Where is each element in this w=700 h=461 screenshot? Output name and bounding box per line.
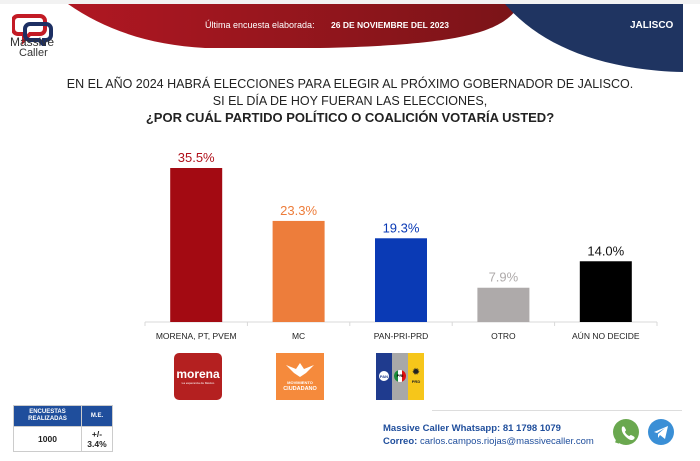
footer-divider (432, 410, 682, 411)
category-label-4: AÚN NO DECIDE (572, 331, 640, 341)
mc-logo-line2: CIUDADANO (283, 386, 317, 392)
table-cell-margin: +/- 3.4% (80, 426, 114, 452)
telegram-icon[interactable] (648, 419, 674, 445)
mc-logo: MOVIMIENTO CIUDADANO (276, 353, 324, 400)
morena-logo-text: morena (176, 367, 220, 381)
data-label-1: 23.3% (280, 203, 317, 218)
brand-name-line1: Massive (10, 35, 55, 49)
mc-logo-line1: MOVIMIENTO (287, 380, 313, 385)
data-label-0: 35.5% (178, 150, 215, 165)
top-border (0, 0, 700, 4)
table-header-surveys: ENCUESTAS REALIZADAS (13, 405, 82, 427)
question-line-2: SI EL DÍA DE HOY FUERAN LAS ELECCIONES, (212, 94, 488, 108)
email-address[interactable]: carlos.campos.riojas@massivecaller.com (419, 436, 594, 447)
pan-emblem: PAN (378, 370, 390, 382)
data-label-4: 14.0% (587, 243, 624, 258)
survey-date-label: Última encuesta elaborada: (205, 20, 315, 30)
category-label-1: MC (292, 331, 305, 341)
morena-logo-tagline: La esperanza de México (181, 381, 215, 385)
bar-4 (579, 261, 632, 322)
category-label-3: OTRO (491, 331, 516, 341)
data-label-3: 7.9% (489, 270, 519, 285)
brand-logo (11, 12, 56, 62)
bar-3 (477, 287, 530, 322)
sample-size-table: ENCUESTAS REALIZADAS M.E. 1000 +/- 3.4% (13, 405, 114, 452)
whatsapp-contact: Massive Caller Whatsapp: 81 1798 1079 (383, 423, 561, 434)
eagle-icon (286, 363, 314, 377)
prd-sun-icon: ✹ (411, 367, 421, 378)
bar-0 (170, 168, 223, 322)
category-label-2: PAN-PRI-PRD (374, 331, 429, 341)
table-cell-surveys: 1000 (13, 426, 82, 452)
chat-bubbles-icon (11, 14, 53, 50)
table-header-margin: M.E. (80, 405, 114, 427)
bar-2 (375, 238, 427, 322)
data-label-2: 19.3% (383, 220, 420, 235)
morena-logo: morena La esperanza de México (174, 353, 222, 400)
state-label: JALISCO (630, 20, 674, 31)
prd-emblem-text: PRD (411, 379, 421, 384)
pri-emblem: PRI (394, 370, 406, 382)
question-line-3: ¿POR CUÁL PARTIDO POLÍTICO O COALICIÓN V… (145, 110, 555, 125)
survey-date: 26 DE NOVIEMBRE DEL 2023 (331, 20, 449, 30)
question-line-1: EN EL AÑO 2024 HABRÁ ELECCIONES PARA ELE… (66, 77, 634, 91)
header-red-shape (68, 4, 520, 48)
email-contact: Correo: carlos.campos.riojas@massivecall… (383, 436, 594, 447)
brand-name-line2: Caller (19, 47, 48, 59)
bar-1 (272, 220, 325, 322)
category-label-0: MORENA, PT, PVEM (156, 331, 237, 341)
email-label: Correo: (383, 436, 418, 447)
header-banner (68, 4, 683, 72)
whatsapp-icon[interactable] (613, 419, 639, 445)
header-navy-shape (505, 4, 683, 72)
pan-pri-prd-logo: PAN PRI ✹ PRD (376, 353, 424, 400)
